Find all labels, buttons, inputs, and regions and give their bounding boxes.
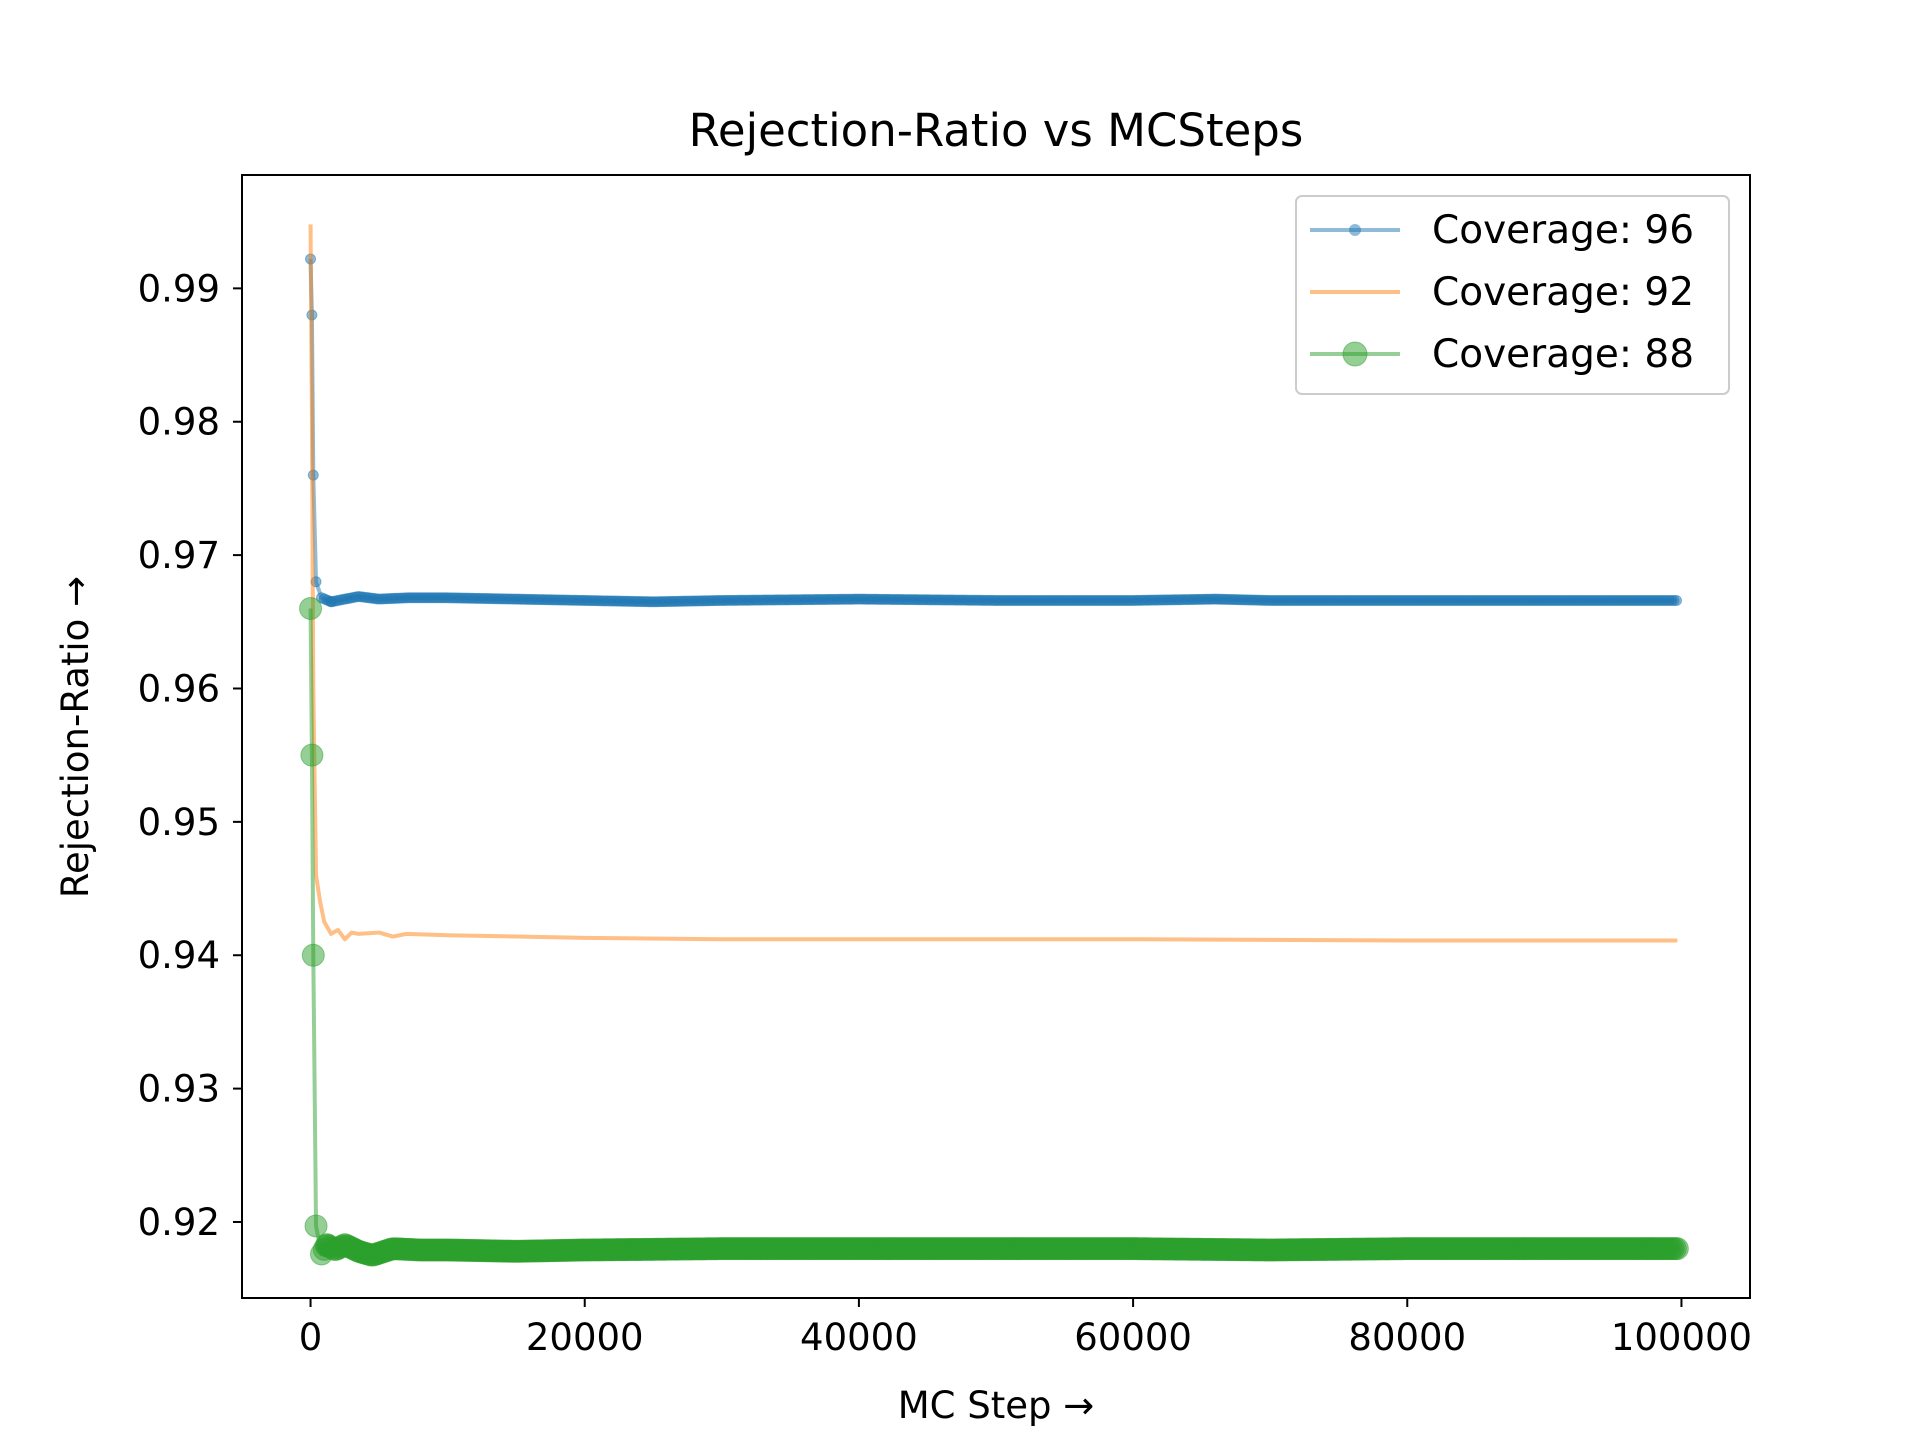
series-line: [308, 224, 1678, 943]
y-tick-label: 0.94: [138, 934, 220, 977]
series-marker: [304, 1214, 328, 1238]
y-axis: 0.92 0.93 0.94 0.95 0.96 0.97 0.98 0.99: [138, 267, 242, 1244]
series-coverage-96: [305, 253, 1683, 608]
series-marker: [301, 943, 325, 967]
legend-marker: [1349, 224, 1361, 236]
series-marker: [1665, 1237, 1689, 1261]
y-tick-label: 0.95: [138, 801, 220, 844]
y-tick-label: 0.93: [138, 1068, 220, 1111]
x-tick-label: 0: [299, 1316, 323, 1359]
x-axis: 0 20000 40000 60000 80000 100000: [299, 1298, 1752, 1359]
x-tick-label: 100000: [1611, 1316, 1752, 1359]
legend-marker: [1342, 341, 1368, 367]
plot-frame: [241, 174, 1751, 1299]
x-tick-label: 20000: [526, 1316, 644, 1359]
series-layer: [299, 224, 1689, 1267]
y-tick-label: 0.96: [138, 667, 220, 710]
x-tick-label: 40000: [800, 1316, 918, 1359]
x-tick-label: 60000: [1074, 1316, 1192, 1359]
series-marker: [299, 596, 323, 620]
series-marker: [1671, 594, 1683, 606]
series-coverage-92: [308, 224, 1678, 943]
y-axis-label: Rejection-Ratio →: [54, 576, 97, 898]
legend-label: Coverage: 92: [1432, 270, 1694, 315]
legend: Coverage: 96 Coverage: 92 Coverage: 88: [1295, 195, 1730, 395]
plot-area: [299, 224, 1689, 1267]
y-tick-label: 0.97: [138, 534, 220, 577]
y-tick-label: 0.92: [138, 1201, 220, 1244]
x-axis-label: MC Step →: [898, 1384, 1095, 1427]
x-tick-label: 80000: [1348, 1316, 1466, 1359]
series-coverage-88: [299, 596, 1689, 1267]
y-tick-label: 0.99: [138, 267, 220, 310]
y-tick-label: 0.98: [138, 401, 220, 444]
legend-box: [1295, 195, 1730, 395]
chart-title: Rejection-Ratio vs MCSteps: [689, 104, 1304, 157]
legend-label: Coverage: 96: [1432, 208, 1694, 253]
series-marker: [300, 743, 324, 767]
legend-label: Coverage: 88: [1432, 332, 1694, 377]
